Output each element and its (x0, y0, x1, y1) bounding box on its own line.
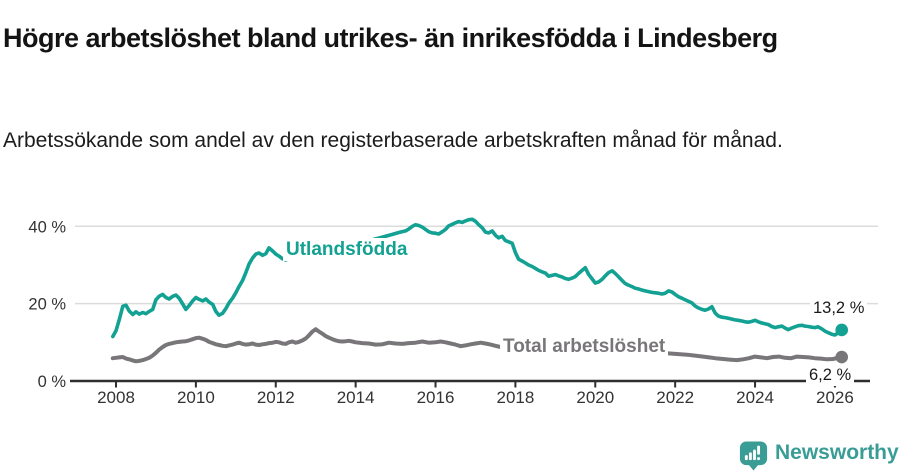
y-tick-label: 20 % (28, 296, 66, 314)
newsworthy-logo: Newsworthy (739, 440, 899, 472)
series-label-total-arbetsloshet: Total arbetslöshet (500, 335, 669, 358)
x-tick-label: 2008 (97, 388, 135, 407)
x-tick-label: 2024 (736, 388, 774, 407)
x-tick-label: 2020 (576, 388, 614, 407)
brand-name: Newsworthy (775, 441, 899, 464)
end-value-label-utlandsfodda: 13,2 % (810, 298, 868, 319)
y-tick-label: 0 % (38, 373, 67, 391)
page-title: Högre arbetslöshet bland utrikes- än inr… (3, 23, 778, 54)
series-line-0 (111, 217, 844, 339)
x-tick-label: 2012 (257, 388, 295, 407)
end-value-label-total: 6,2 % (806, 365, 855, 386)
x-tick-label: 2014 (337, 388, 375, 407)
series-label-utlandsfodda: Utlandsfödda (283, 238, 411, 261)
bar-chart-speech-bubble-icon (739, 441, 768, 471)
x-tick-label: 2026 (816, 388, 854, 407)
series-end-dot-1 (835, 350, 849, 364)
x-tick-label: 2010 (177, 388, 215, 407)
series-end-dot-0 (835, 323, 849, 337)
series-line-1 (110, 327, 844, 364)
y-tick-label: 40 % (28, 218, 66, 236)
x-tick-label: 2022 (656, 388, 694, 407)
x-tick-label: 2018 (496, 388, 534, 407)
page-subtitle: Arbetssökande som andel av den registerb… (3, 129, 783, 152)
x-tick-label: 2016 (417, 388, 455, 407)
